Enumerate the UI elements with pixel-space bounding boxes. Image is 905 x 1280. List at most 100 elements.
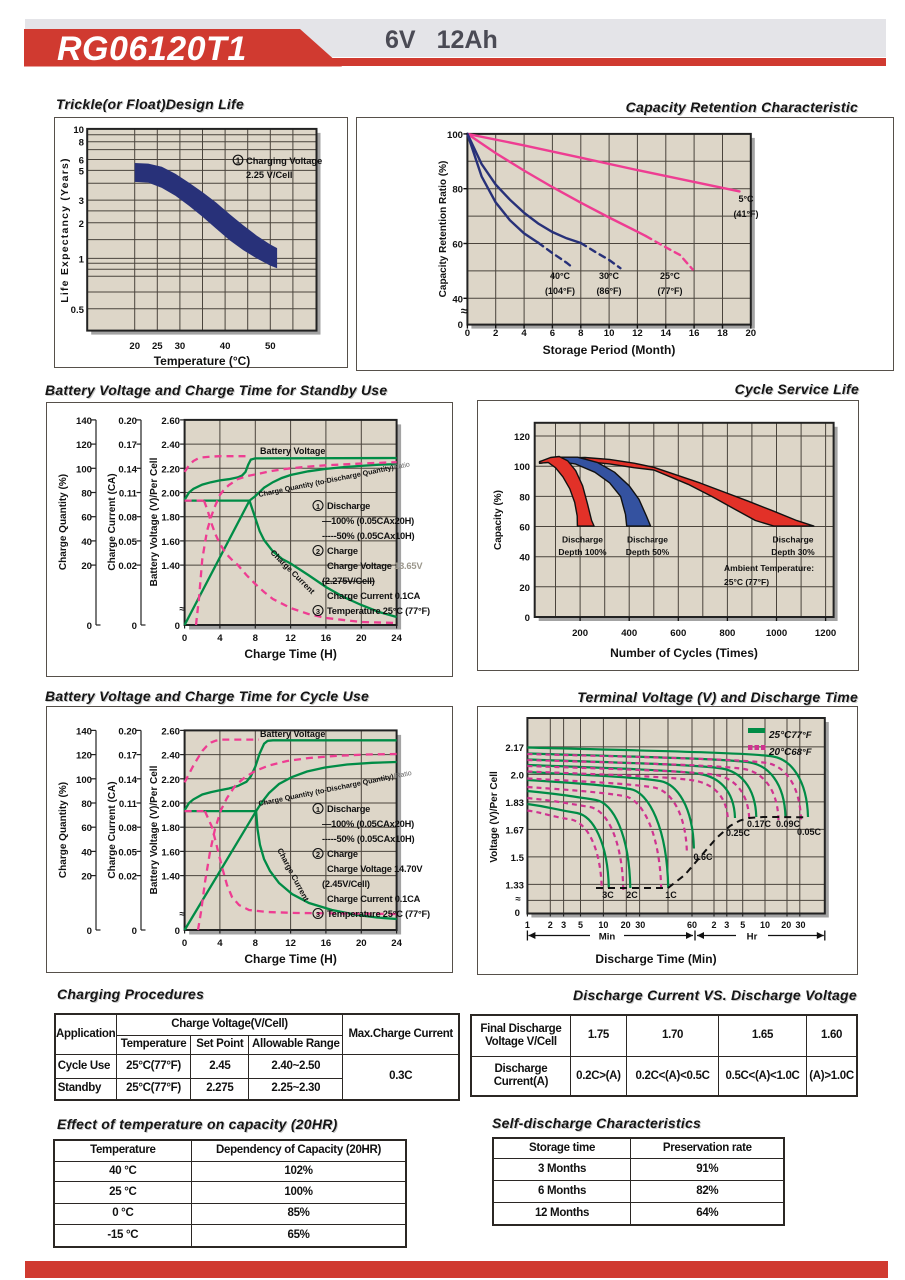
svg-text:Battery Voltage: Battery Voltage [260,446,325,456]
svg-text:140: 140 [76,416,92,427]
svg-text:(77°F): (77°F) [657,286,682,296]
svg-text:1.40: 1.40 [161,561,180,572]
svg-text:2.40: 2.40 [161,440,180,451]
svg-text:20: 20 [356,938,367,949]
svg-text:Min: Min [599,932,616,943]
svg-text:Capacity (%): Capacity (%) [493,490,504,550]
svg-text:8: 8 [578,328,584,339]
svg-text:0.05: 0.05 [118,537,137,548]
svg-text:—100% (0.05CAx20H): —100% (0.05CAx20H) [322,516,414,526]
svg-text:400: 400 [621,628,637,639]
svg-text:120: 120 [76,440,92,451]
svg-text:0.17C: 0.17C [747,819,772,829]
svg-text:14: 14 [660,328,671,339]
svg-text:20: 20 [621,920,631,930]
svg-text:0.11: 0.11 [119,489,138,500]
svg-text:Charge Current 0.1CA: Charge Current 0.1CA [327,591,421,601]
svg-text:800: 800 [719,628,735,639]
svg-text:Life Expectancy (Years): Life Expectancy (Years) [59,157,71,303]
svg-text:3C: 3C [602,890,614,900]
svg-text:2.20: 2.20 [161,775,180,786]
svg-text:8: 8 [253,633,259,644]
svg-text:1: 1 [78,254,84,265]
svg-text:5°C: 5°C [738,194,754,204]
svg-text:0: 0 [132,926,137,937]
svg-text:Discharge: Discharge [772,535,813,545]
svg-text:≈: ≈ [461,304,468,318]
svg-text:Charge Current (CA): Charge Current (CA) [107,781,118,878]
svg-text:0: 0 [175,621,180,632]
svg-text:0.05: 0.05 [118,847,137,858]
svg-text:Number of Cycles (Times): Number of Cycles (Times) [610,646,758,660]
svg-text:0.20: 0.20 [118,726,137,737]
svg-text:0.17: 0.17 [118,440,137,451]
svg-text:3: 3 [78,196,83,207]
svg-text:18: 18 [717,328,728,339]
svg-text:Ambient Temperature:: Ambient Temperature: [724,563,814,573]
svg-text:-----50% (0.05CAx10H): -----50% (0.05CAx10H) [322,531,415,541]
svg-text:(41°F): (41°F) [733,209,758,219]
svg-text:0: 0 [87,926,92,937]
svg-text:1.33: 1.33 [505,880,524,891]
svg-text:2.00: 2.00 [161,799,180,810]
svg-text:Discharge Time (Min): Discharge Time (Min) [595,952,716,966]
svg-text:0.14: 0.14 [118,775,137,786]
svg-text:10: 10 [604,328,615,339]
svg-text:20: 20 [129,341,140,352]
svg-text:0.09C: 0.09C [776,819,801,829]
svg-text:30: 30 [795,920,805,930]
svg-text:Charge Current 0.1CA: Charge Current 0.1CA [327,894,421,904]
svg-text:16: 16 [321,938,332,949]
svg-text:2: 2 [548,920,553,930]
svg-text:≈: ≈ [179,909,185,920]
svg-text:60: 60 [452,240,463,251]
svg-text:—100% (0.05CAx20H): —100% (0.05CAx20H) [322,819,414,829]
svg-text:1: 1 [316,502,320,511]
svg-text:Charge Time (H): Charge Time (H) [244,647,336,661]
svg-text:25: 25 [151,341,162,352]
svg-text:25°C: 25°C [660,271,681,281]
svg-text:30: 30 [174,341,185,352]
svg-text:Temperature 25°C (77°F): Temperature 25°C (77°F) [327,909,430,919]
svg-text:20: 20 [781,920,791,930]
svg-text:≈: ≈ [515,894,521,905]
svg-text:Depth 50%: Depth 50% [626,547,670,557]
svg-text:2.20: 2.20 [161,464,180,475]
svg-text:0: 0 [132,621,137,632]
svg-text:Discharge: Discharge [327,804,370,814]
svg-text:40: 40 [452,294,463,305]
svg-text:24: 24 [391,938,402,949]
svg-text:12: 12 [285,938,296,949]
svg-text:600: 600 [670,628,686,639]
svg-text:Charge Quantity (%): Charge Quantity (%) [58,474,69,570]
svg-text:1.83: 1.83 [505,798,524,809]
svg-text:4: 4 [217,938,223,949]
svg-text:20°C68°F: 20°C68°F [768,747,812,758]
svg-text:1C: 1C [665,890,677,900]
svg-text:1.67: 1.67 [505,825,524,836]
svg-text:(86°F): (86°F) [596,286,621,296]
svg-text:Charge: Charge [327,546,358,556]
svg-text:40: 40 [519,553,530,564]
svg-text:25°C (77°F): 25°C (77°F) [724,577,769,587]
svg-text:Charge Voltage 14.70V: Charge Voltage 14.70V [327,864,423,874]
svg-text:Discharge: Discharge [627,535,668,545]
svg-text:0.08: 0.08 [118,823,137,834]
svg-text:200: 200 [572,628,588,639]
svg-text:Temperature (°C): Temperature (°C) [153,354,250,368]
svg-text:Discharge: Discharge [327,501,370,511]
svg-text:20: 20 [81,872,92,883]
svg-text:5: 5 [740,920,745,930]
svg-text:8: 8 [78,138,84,149]
svg-text:(2.45V/Cell): (2.45V/Cell) [322,879,370,889]
svg-text:1.60: 1.60 [161,847,180,858]
svg-text:2.0: 2.0 [511,770,524,781]
svg-text:80: 80 [81,799,92,810]
svg-text:0: 0 [458,320,463,331]
svg-text:40: 40 [81,847,92,858]
svg-text:2C: 2C [626,890,638,900]
svg-text:120: 120 [514,432,530,443]
svg-text:3: 3 [724,920,729,930]
svg-text:0: 0 [182,938,187,949]
svg-text:40°C: 40°C [550,271,571,281]
